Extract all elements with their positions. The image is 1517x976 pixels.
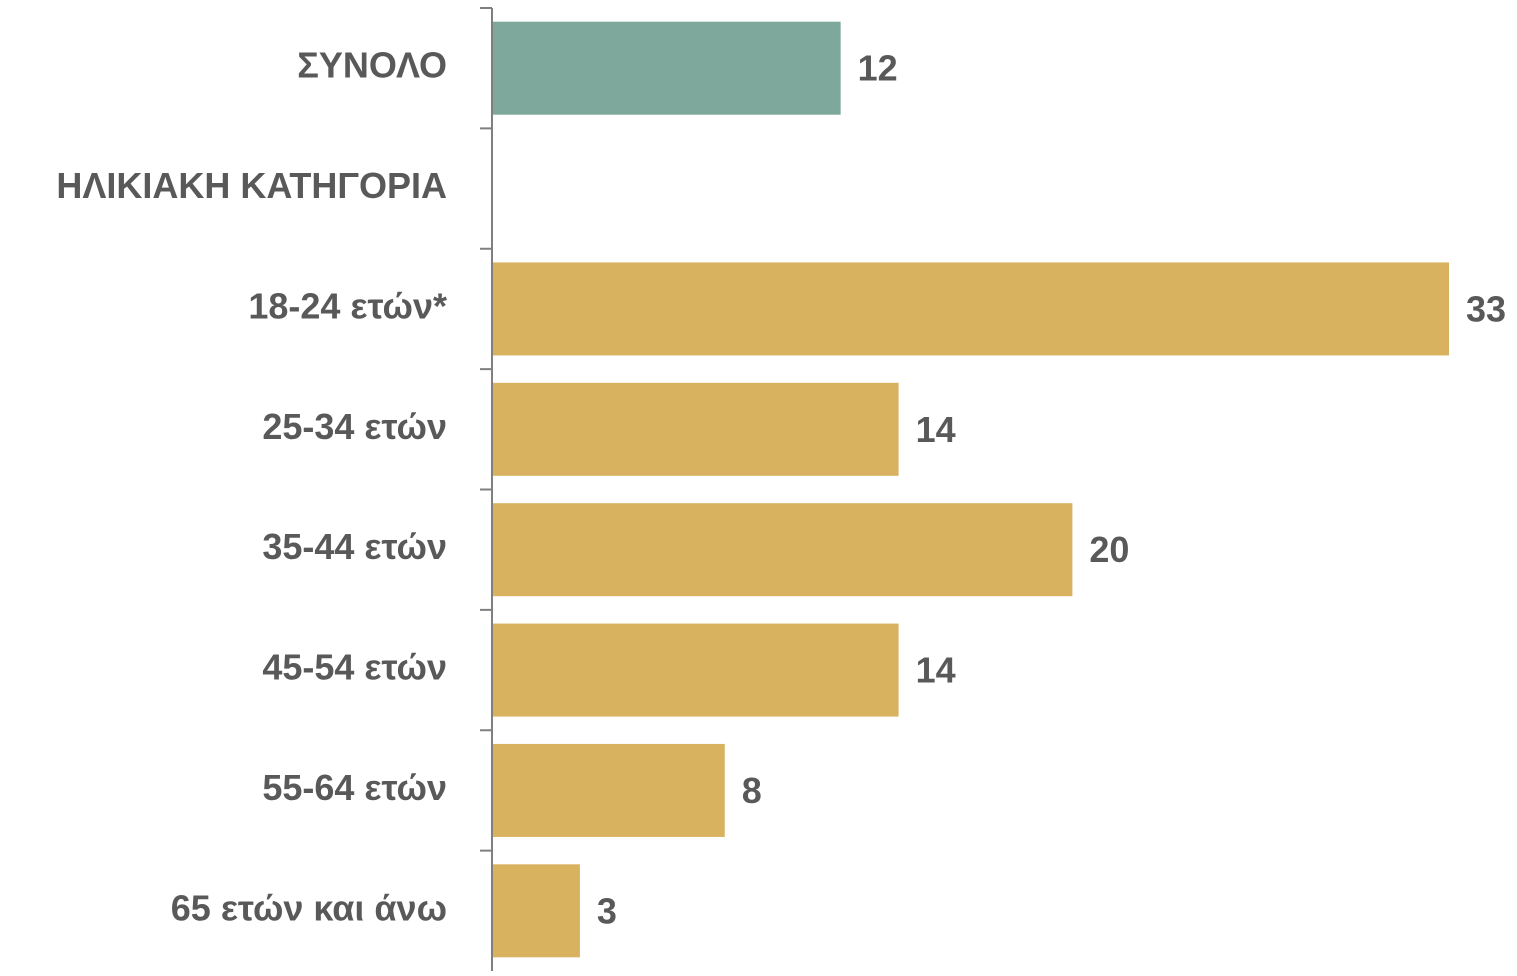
bar (493, 262, 1449, 356)
data-label: 14 (916, 409, 956, 450)
bar (493, 864, 580, 958)
data-label: 8 (742, 770, 762, 811)
category-label: 18-24 ετών* (248, 285, 447, 326)
data-label: 3 (597, 890, 617, 931)
category-label: 65 ετών και άνω (171, 887, 447, 928)
data-label: 12 (858, 48, 898, 89)
category-label: 35-44 ετών (262, 526, 447, 567)
bar (493, 382, 899, 476)
category-label: 45-54 ετών (262, 647, 447, 688)
bar (493, 503, 1073, 597)
bar (493, 21, 841, 115)
data-label: 14 (916, 650, 956, 691)
bar (493, 623, 899, 717)
data-label: 33 (1466, 288, 1506, 329)
category-label: 25-34 ετών (262, 406, 447, 447)
category-label: ΗΛΙΚΙΑΚΗ ΚΑΤΗΓΟΡΙΑ (56, 165, 447, 206)
category-label: ΣΥΝΟΛΟ (297, 45, 447, 86)
category-label: 55-64 ετών (262, 767, 447, 808)
bar (493, 743, 725, 837)
data-label: 20 (1089, 529, 1129, 570)
